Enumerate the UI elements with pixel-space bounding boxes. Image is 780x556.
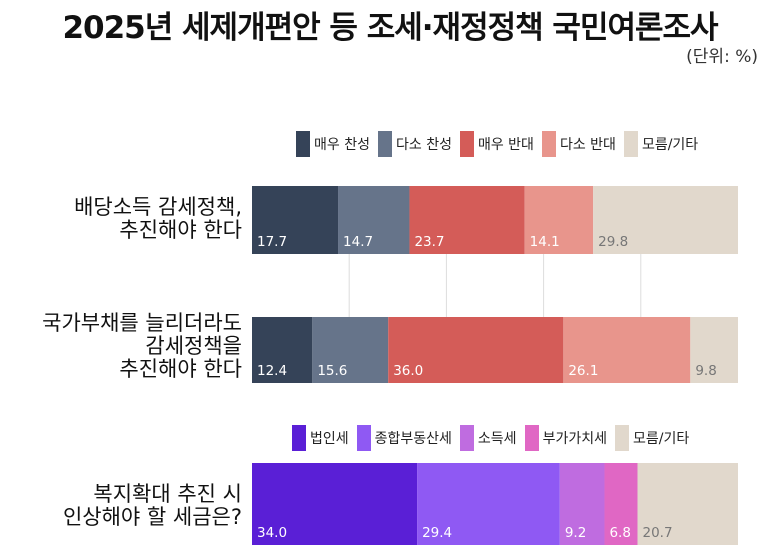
legend-item: 매우 반대 xyxy=(459,131,534,157)
bar-segment xyxy=(388,317,564,383)
legend-item: 부가가치세 xyxy=(524,425,607,451)
data-label: 15.6 xyxy=(317,363,347,379)
data-label: 9.8 xyxy=(695,363,716,379)
data-label: 29.8 xyxy=(598,234,628,250)
data-label: 23.7 xyxy=(414,234,444,250)
legend-opinion: 매우 찬성 다소 찬성 매우 반대 다소 반대 모름/기타 xyxy=(296,131,698,157)
bar-segment xyxy=(409,186,525,254)
legend-swatch xyxy=(459,425,474,451)
unit-label: (단위: %) xyxy=(686,47,758,67)
legend-swatch xyxy=(614,425,629,451)
legend-label: 모름/기타 xyxy=(632,431,690,447)
legend-label: 종합부동산세 xyxy=(374,431,452,447)
legend-label: 모름/기타 xyxy=(641,137,699,153)
data-label: 6.8 xyxy=(609,525,630,541)
bar-segment xyxy=(559,463,605,545)
bar-segment xyxy=(563,317,691,383)
legend-item: 법인세 xyxy=(292,425,349,451)
legend-label: 매우 반대 xyxy=(477,137,534,153)
bar-segment xyxy=(338,186,410,254)
legend-swatch xyxy=(296,131,310,157)
legend-item: 종합부동산세 xyxy=(356,425,452,451)
legend-tax: 법인세 종합부동산세 소득세 부가가치세 모름/기타 xyxy=(292,425,689,451)
data-label: 14.7 xyxy=(343,234,373,250)
legend-swatch xyxy=(459,131,474,157)
bar-segment xyxy=(252,186,339,254)
bar-segment xyxy=(252,463,418,545)
bar-segment xyxy=(417,463,560,545)
legend-item: 매우 찬성 xyxy=(296,131,370,157)
data-label: 9.2 xyxy=(565,525,586,541)
bar-segment xyxy=(312,317,389,383)
legend-swatch xyxy=(623,131,638,157)
legend-swatch xyxy=(541,131,556,157)
category-label: 배당소득 감세정책, 추진해야 한다 xyxy=(74,195,242,242)
data-label: 36.0 xyxy=(393,363,423,379)
data-label: 12.4 xyxy=(257,363,287,379)
bar-segment xyxy=(524,186,594,254)
legend-item: 다소 반대 xyxy=(541,131,616,157)
legend-label: 매우 찬성 xyxy=(314,137,370,153)
data-label: 20.7 xyxy=(642,525,672,541)
category-label: 국가부채를 늘리더라도 감세정책을 추진해야 한다 xyxy=(42,311,242,381)
legend-swatch xyxy=(377,131,392,157)
data-label: 29.4 xyxy=(422,525,452,541)
category-label: 복지확대 추진 시 인상해야 할 세금은? xyxy=(62,482,242,529)
legend-item: 모름/기타 xyxy=(623,131,699,157)
chart-title: 2025년 세제개편안 등 조세·재정정책 국민여론조사 xyxy=(62,10,718,46)
data-label: 14.1 xyxy=(530,234,560,250)
data-label: 34.0 xyxy=(257,525,287,541)
bar-segment xyxy=(593,186,738,254)
legend-item: 다소 찬성 xyxy=(377,131,452,157)
legend-item: 모름/기타 xyxy=(614,425,690,451)
legend-label: 다소 반대 xyxy=(559,137,616,153)
legend-swatch xyxy=(292,425,306,451)
legend-swatch xyxy=(356,425,371,451)
bar-segment xyxy=(604,463,638,545)
legend-label: 법인세 xyxy=(310,431,349,447)
bar-segment xyxy=(637,463,738,545)
legend-swatch xyxy=(524,425,539,451)
legend-label: 부가가치세 xyxy=(542,431,607,447)
legend-label: 소득세 xyxy=(477,431,517,447)
bar-segment xyxy=(690,317,738,383)
legend-label: 다소 찬성 xyxy=(395,137,452,153)
legend-item: 소득세 xyxy=(459,425,517,451)
bar-segment xyxy=(252,317,313,383)
data-label: 17.7 xyxy=(257,234,287,250)
data-label: 26.1 xyxy=(568,363,598,379)
